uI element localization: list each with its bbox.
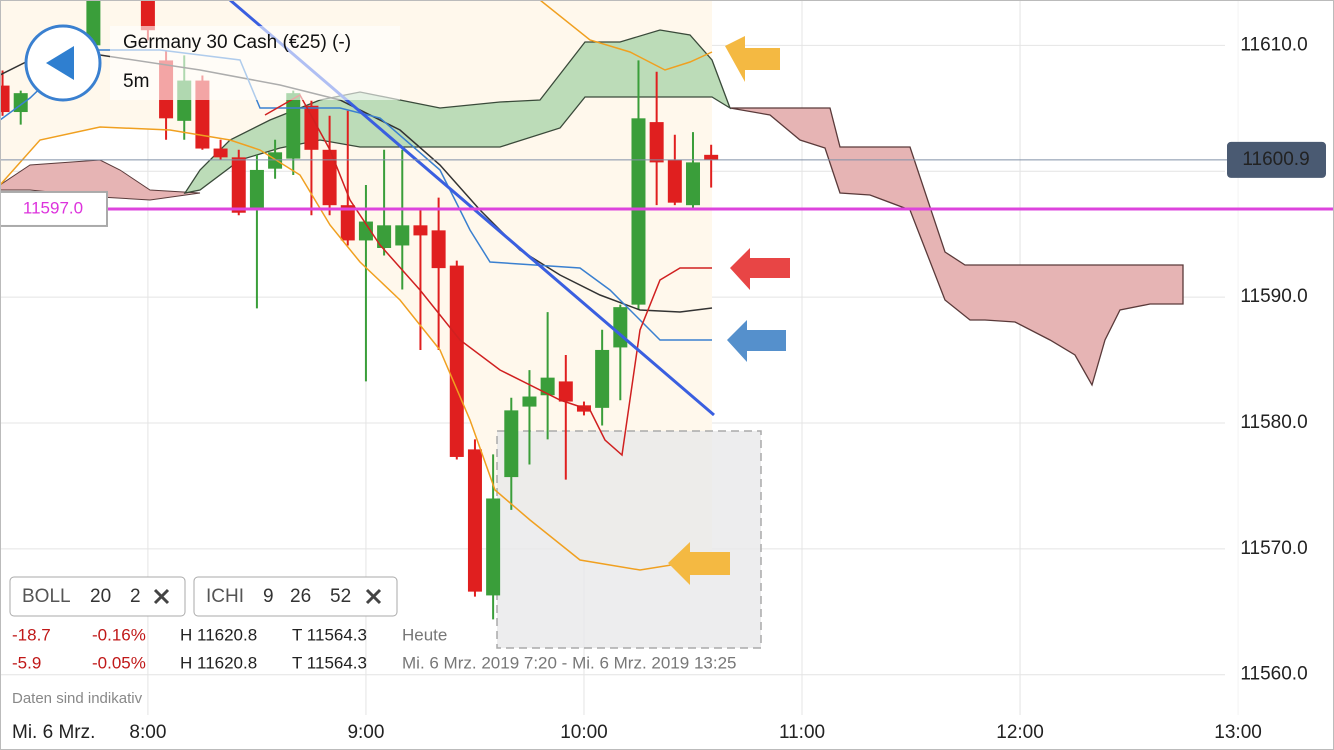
arrow — [668, 542, 730, 585]
candle-body — [249, 169, 264, 211]
candle-body — [395, 225, 410, 246]
arrow — [730, 248, 790, 290]
high: H 11620.8 — [180, 625, 257, 644]
tenkan-line — [264, 93, 712, 457]
candle-body — [667, 159, 682, 203]
low: T 11564.3 — [292, 625, 367, 644]
y-tick-label: 11570.0 — [1240, 538, 1307, 559]
candle-body — [704, 154, 719, 160]
chip-param: 2 — [130, 586, 141, 607]
candle-body — [449, 265, 464, 457]
last-price-label: 11600.9 — [1242, 149, 1309, 170]
candle-body — [558, 381, 573, 402]
change: -18.7 — [12, 625, 51, 644]
chip-close[interactable] — [153, 588, 170, 605]
change: -5.9 — [12, 653, 41, 672]
low: T 11564.3 — [292, 653, 367, 672]
interval: 5m — [123, 71, 149, 92]
chip-param: 26 — [290, 586, 311, 607]
candle-body — [268, 152, 283, 169]
candle-body — [522, 396, 537, 407]
x-axis-area — [0, 715, 1334, 750]
bollinger-lower — [0, 126, 713, 571]
candle-body — [467, 449, 482, 592]
cloud-red — [0, 159, 201, 201]
header: Germany 30 Cash (€25) (-) 5m — [24, 24, 400, 102]
candle-body — [540, 377, 555, 396]
header-bg — [110, 26, 400, 100]
back-icon — [46, 46, 74, 80]
stats: -18.7 -0.16% H 11620.8 T 11564.3 Heute -… — [12, 625, 736, 706]
candle-body — [504, 410, 519, 478]
candle-body — [649, 122, 664, 163]
change-pct: -0.16% — [92, 625, 146, 644]
disclaimer: Daten sind indikativ — [12, 690, 143, 707]
candle-body — [140, 0, 155, 31]
bollinger-upper — [539, 0, 713, 71]
candle-body — [486, 498, 501, 596]
x-start-label: Mi. 6 Mrz. — [12, 722, 95, 743]
arrow — [727, 320, 786, 362]
x-tick-label: 8:00 — [129, 722, 166, 743]
candle-body — [231, 157, 246, 213]
candle-body — [286, 93, 301, 159]
indicator-chips: BOLL 20 2 ICHI 9 26 52 — [9, 576, 398, 617]
chip[interactable] — [9, 576, 186, 617]
period: Mi. 6 Mrz. 2019 7:20 - Mi. 6 Mrz. 2019 1… — [402, 653, 736, 672]
last-price-box — [1227, 141, 1326, 178]
alert-label: 11597.0 — [23, 198, 83, 217]
candle-body — [340, 205, 355, 241]
y-tick-label: 11590.0 — [1240, 286, 1307, 307]
x-tick-label: 9:00 — [347, 722, 384, 743]
selection-box — [496, 430, 762, 649]
change-pct: -0.05% — [92, 653, 146, 672]
chip-name: BOLL — [22, 586, 71, 607]
candle-body — [431, 230, 446, 269]
candle-body — [322, 149, 337, 206]
candle-body — [377, 225, 392, 248]
candle-body — [685, 162, 700, 206]
candle-body — [0, 85, 10, 113]
x-tick-label: 11:00 — [779, 722, 825, 743]
chip-param: 20 — [90, 586, 111, 607]
candles — [0, 0, 719, 620]
high: H 11620.8 — [180, 653, 257, 672]
candle-body — [304, 105, 319, 150]
chip-name: ICHI — [206, 586, 244, 607]
chip-param: 52 — [330, 586, 351, 607]
candle-body — [631, 118, 646, 305]
date-box — [1, 716, 119, 749]
x-tick-label: 12:00 — [996, 722, 1044, 743]
instrument-title: Germany 30 Cash (€25) (-) — [123, 32, 351, 53]
y-axis-area — [1225, 0, 1334, 715]
bollinger-band — [0, 0, 712, 570]
candle-body — [358, 221, 373, 241]
candle-body — [86, 0, 101, 46]
candle-body — [613, 307, 628, 348]
y-tick-label: 11560.0 — [1240, 664, 1307, 685]
x-tick-label: 13:00 — [1214, 722, 1262, 743]
arrow — [725, 36, 780, 82]
candle-body — [213, 148, 228, 158]
y-tick-label: 11580.0 — [1240, 412, 1307, 433]
chip-param: 9 — [263, 586, 274, 607]
candle-body — [595, 349, 610, 408]
axes: 11560.011570.011580.011590.011600.011610… — [0, 34, 1334, 750]
candle-body — [413, 225, 428, 236]
chip-close[interactable] — [365, 588, 382, 605]
y-tick-label: 11610.0 — [1240, 34, 1307, 55]
chip[interactable] — [193, 576, 398, 617]
x-tick-label: 10:00 — [560, 722, 608, 743]
alert-box — [0, 190, 108, 227]
period: Heute — [402, 625, 447, 644]
cloud-red — [729, 107, 1184, 387]
